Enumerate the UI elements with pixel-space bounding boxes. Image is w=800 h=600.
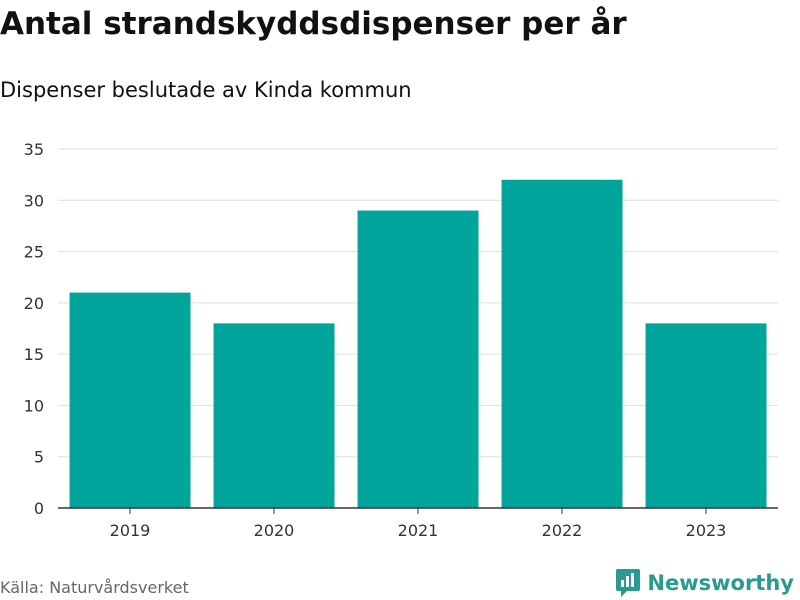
y-tick-labels: 0 5 10 15 20 25 30 35 — [24, 140, 44, 518]
x-tick-label: 2023 — [686, 521, 727, 540]
x-tick-label: 2020 — [254, 521, 295, 540]
bar-2020 — [213, 323, 335, 508]
bar-chart-logo-icon — [616, 569, 641, 597]
x-tick-label: 2022 — [542, 521, 583, 540]
source-note: Källa: Naturvårdsverket — [0, 578, 189, 597]
x-tick-labels: 2019 2020 2021 2022 2023 — [110, 508, 727, 540]
bar-2022 — [501, 179, 623, 508]
y-tick-label: 20 — [24, 294, 44, 313]
y-tick-label: 10 — [24, 396, 44, 415]
y-tick-label: 5 — [34, 448, 44, 467]
bar-2023 — [645, 323, 767, 508]
bar-2019 — [69, 292, 191, 508]
brand-logo: Newsworthy — [615, 568, 794, 598]
y-tick-label: 25 — [24, 243, 44, 262]
chart-subtitle: Dispenser beslutade av Kinda kommun — [0, 78, 412, 102]
brand-name: Newsworthy — [647, 571, 794, 595]
y-tick-label: 35 — [24, 140, 44, 159]
y-tick-label: 0 — [34, 499, 44, 518]
x-tick-label: 2019 — [110, 521, 151, 540]
x-tick-label: 2021 — [398, 521, 439, 540]
y-tick-label: 15 — [24, 345, 44, 364]
bars — [69, 179, 767, 509]
y-tick-label: 30 — [24, 191, 44, 210]
chart-title: Antal strandskyddsdispenser per år — [0, 6, 627, 42]
bar-2021 — [357, 210, 479, 509]
